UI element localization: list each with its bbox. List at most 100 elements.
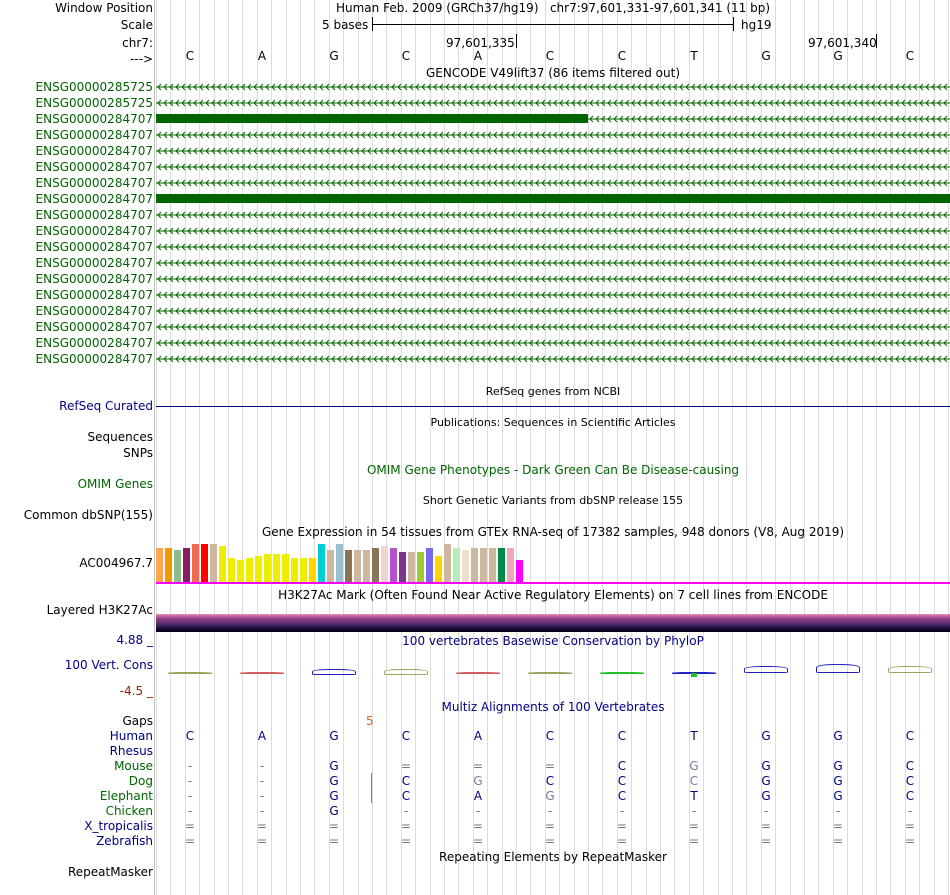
- gtex-tissue-bar[interactable]: [201, 544, 208, 582]
- gtex-tissue-bar[interactable]: [156, 548, 163, 582]
- gencode-transcript[interactable]: [156, 193, 950, 207]
- alignment-base: C: [905, 789, 915, 803]
- species-label[interactable]: Elephant: [99, 789, 153, 803]
- alignment-base: =: [544, 759, 556, 773]
- gtex-tissue-bar[interactable]: [507, 548, 514, 582]
- gtex-tissue-bar[interactable]: [174, 550, 181, 582]
- gencode-gene-label[interactable]: ENSG00000285725: [35, 80, 153, 94]
- gtex-tissue-bar[interactable]: [372, 548, 379, 582]
- gtex-tissue-bar[interactable]: [444, 544, 451, 582]
- species-label[interactable]: Human: [109, 729, 153, 743]
- gtex-tissue-bar[interactable]: [471, 548, 478, 582]
- gtex-tissue-bar[interactable]: [390, 548, 397, 582]
- gencode-transcript[interactable]: [156, 209, 950, 223]
- gencode-transcript[interactable]: [156, 81, 950, 95]
- gencode-gene-label[interactable]: ENSG00000284707: [35, 336, 153, 350]
- gtex-tissue-bar[interactable]: [273, 554, 280, 582]
- gencode-transcript[interactable]: [156, 177, 950, 191]
- gtex-tissue-bar[interactable]: [408, 552, 415, 582]
- gencode-gene-label[interactable]: ENSG00000284707: [35, 320, 153, 334]
- gtex-tissue-bar[interactable]: [336, 544, 343, 582]
- gencode-gene-label[interactable]: ENSG00000284707: [35, 112, 153, 126]
- species-label[interactable]: Zebrafish: [96, 834, 153, 848]
- gtex-tissue-bar[interactable]: [399, 552, 406, 582]
- gencode-transcript[interactable]: [156, 113, 950, 127]
- snps-label[interactable]: SNPs: [123, 446, 153, 460]
- vert-cons-label[interactable]: 100 Vert. Cons: [64, 658, 153, 672]
- gtex-tissue-bar[interactable]: [255, 556, 262, 582]
- gtex-tissue-bar[interactable]: [498, 548, 505, 582]
- species-label[interactable]: Rhesus: [109, 744, 153, 758]
- gtex-tissue-bar[interactable]: [489, 548, 496, 582]
- gencode-gene-label[interactable]: ENSG00000285725: [35, 96, 153, 110]
- gtex-tissue-bar[interactable]: [435, 556, 442, 582]
- gencode-transcript[interactable]: [156, 161, 950, 175]
- gencode-transcript[interactable]: [156, 225, 950, 239]
- gencode-gene-label[interactable]: ENSG00000284707: [35, 272, 153, 286]
- gencode-gene-label[interactable]: ENSG00000284707: [35, 224, 153, 238]
- gtex-tissue-bar[interactable]: [318, 544, 325, 582]
- h3k27ac-label[interactable]: Layered H3K27Ac: [46, 603, 153, 617]
- gtex-tissue-bar[interactable]: [219, 546, 226, 582]
- gtex-tissue-bar[interactable]: [246, 558, 253, 582]
- gencode-gene-label[interactable]: ENSG00000284707: [35, 288, 153, 302]
- gtex-tissue-bar[interactable]: [381, 546, 388, 582]
- gencode-transcript[interactable]: [156, 321, 950, 335]
- gtex-tissue-bar[interactable]: [309, 558, 316, 582]
- gtex-tissue-bar[interactable]: [291, 558, 298, 582]
- h3k27ac-signal[interactable]: [156, 614, 950, 632]
- gtex-tissue-bar[interactable]: [183, 548, 190, 582]
- phylop-glyph: [312, 669, 356, 675]
- gencode-transcript[interactable]: [156, 241, 950, 255]
- gencode-gene-label[interactable]: ENSG00000284707: [35, 192, 153, 206]
- gtex-tissue-bar[interactable]: [345, 550, 352, 582]
- gtex-tissue-bar[interactable]: [327, 550, 334, 582]
- gtex-tissue-bar[interactable]: [480, 548, 487, 582]
- gtex-tissue-bar[interactable]: [282, 554, 289, 582]
- species-label[interactable]: Mouse: [114, 759, 153, 773]
- gtex-tissue-bar[interactable]: [264, 554, 271, 582]
- gtex-tissue-bar[interactable]: [192, 544, 199, 582]
- gtex-tissue-bar[interactable]: [300, 558, 307, 582]
- gtex-tissue-bar[interactable]: [354, 550, 361, 582]
- gencode-transcript[interactable]: [156, 129, 950, 143]
- dbsnp-label[interactable]: Common dbSNP(155): [23, 508, 153, 522]
- gtex-tissue-bar[interactable]: [417, 552, 424, 582]
- gtex-tissue-bar[interactable]: [426, 548, 433, 582]
- gtex-tissue-bar[interactable]: [165, 548, 172, 582]
- gtex-tissue-bar[interactable]: [516, 560, 523, 582]
- gencode-transcript[interactable]: [156, 305, 950, 319]
- gtex-tissue-bar[interactable]: [462, 550, 469, 582]
- gencode-transcript[interactable]: [156, 337, 950, 351]
- gtex-tissue-bar[interactable]: [228, 558, 235, 582]
- gencode-gene-label[interactable]: ENSG00000284707: [35, 160, 153, 174]
- gencode-gene-label[interactable]: ENSG00000284707: [35, 304, 153, 318]
- gencode-transcript[interactable]: [156, 353, 950, 367]
- gencode-gene-label[interactable]: ENSG00000284707: [35, 240, 153, 254]
- gencode-transcript[interactable]: [156, 273, 950, 287]
- track-area[interactable]: Human Feb. 2009 (GRCh37/hg19) chr7:97,60…: [156, 0, 950, 895]
- species-label[interactable]: Chicken: [105, 804, 153, 818]
- gtex-tissue-bar[interactable]: [210, 544, 217, 582]
- gencode-gene-label[interactable]: ENSG00000284707: [35, 208, 153, 222]
- refseq-gene-line[interactable]: [156, 406, 950, 407]
- refseq-curated-label[interactable]: RefSeq Curated: [59, 399, 153, 413]
- gencode-gene-label[interactable]: ENSG00000284707: [35, 128, 153, 142]
- gencode-transcript[interactable]: [156, 257, 950, 271]
- gtex-tissue-bar[interactable]: [453, 548, 460, 582]
- repeatmasker-label[interactable]: RepeatMasker: [67, 865, 153, 879]
- gencode-gene-label[interactable]: ENSG00000284707: [35, 144, 153, 158]
- gencode-gene-label[interactable]: ENSG00000284707: [35, 176, 153, 190]
- gencode-gene-label[interactable]: ENSG00000284707: [35, 352, 153, 366]
- gencode-transcript[interactable]: [156, 145, 950, 159]
- gtex-tissue-bar[interactable]: [363, 550, 370, 582]
- omim-genes-label[interactable]: OMIM Genes: [77, 477, 153, 491]
- sequences-label[interactable]: Sequences: [87, 430, 153, 444]
- species-label[interactable]: X_tropicalis: [84, 819, 153, 833]
- gencode-gene-label[interactable]: ENSG00000284707: [35, 256, 153, 270]
- gtex-tissue-bar[interactable]: [237, 560, 244, 582]
- gencode-transcript[interactable]: [156, 97, 950, 111]
- gtex-gene-label[interactable]: AC004967.7: [79, 556, 153, 570]
- species-label[interactable]: Dog: [128, 774, 153, 788]
- gencode-transcript[interactable]: [156, 289, 950, 303]
